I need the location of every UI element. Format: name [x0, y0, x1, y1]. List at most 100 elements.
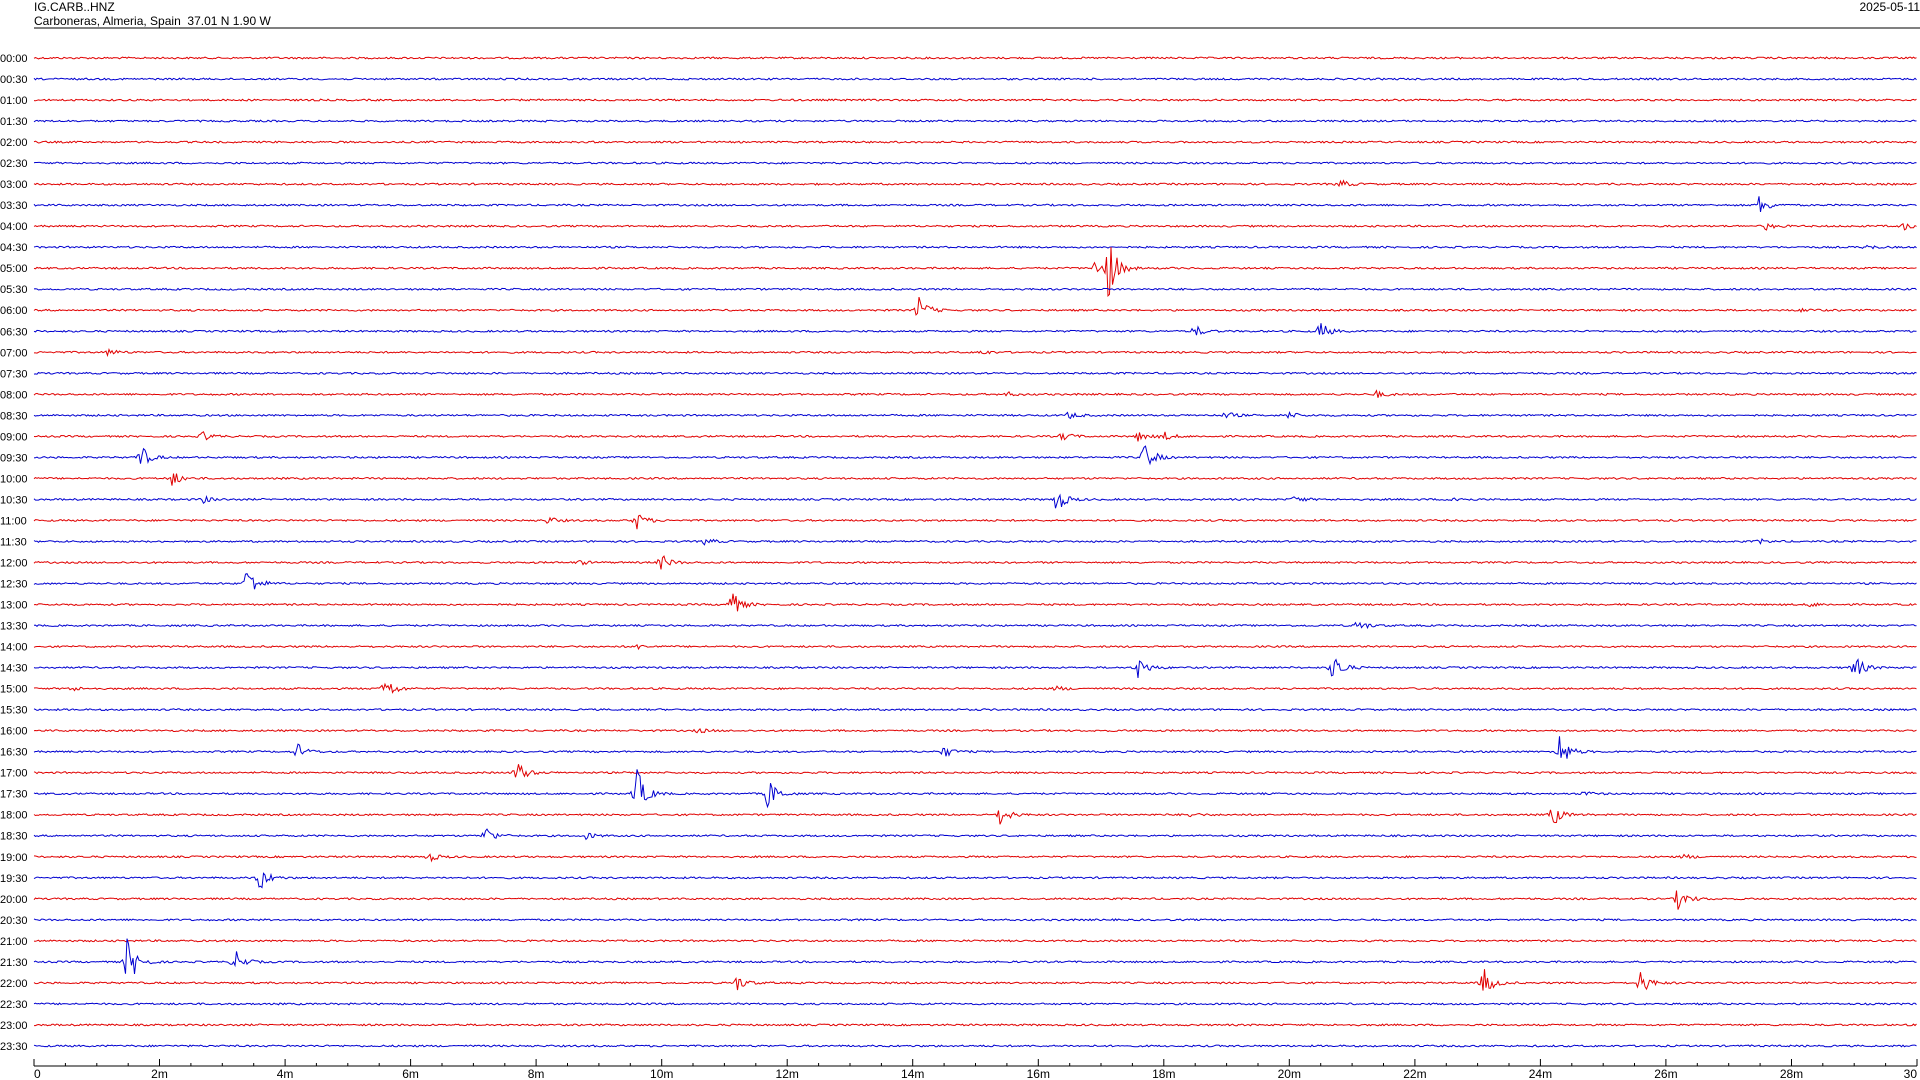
x-tick-label: 22m — [1403, 1067, 1426, 1080]
trace-row: 09:30 — [0, 445, 1917, 466]
x-tick-label: 30 — [1904, 1067, 1918, 1080]
seismic-trace — [33, 769, 1917, 809]
row-time-label: 00:30 — [0, 74, 28, 86]
trace-row: 04:30 — [0, 242, 1917, 254]
row-time-label: 09:30 — [0, 452, 28, 464]
x-axis: 0 2m 4m 6m 8m 10m 12m 14m 16m 18m 20m 22m 24m 26m 28m 3… — [33, 1059, 1918, 1080]
seismic-trace — [33, 323, 1917, 336]
row-time-label: 17:30 — [0, 789, 28, 801]
trace-row: 10:00 — [0, 473, 1917, 486]
trace-row: 23:00 — [0, 1020, 1917, 1032]
trace-row: 20:00 — [0, 890, 1917, 910]
seismic-trace — [33, 1002, 1917, 1006]
row-time-label: 03:30 — [0, 200, 28, 212]
row-time-label: 13:30 — [0, 621, 28, 633]
row-time-label: 16:30 — [0, 747, 28, 759]
seismic-trace — [33, 244, 1917, 250]
row-time-label: 10:30 — [0, 494, 28, 506]
seismic-trace — [33, 196, 1917, 212]
seismic-trace — [33, 493, 1917, 509]
x-tick-label: 24m — [1529, 1067, 1552, 1080]
seismic-trace — [33, 222, 1917, 231]
seismic-trace — [33, 918, 1917, 922]
row-time-label: 05:00 — [0, 263, 28, 275]
seismic-trace — [33, 473, 1917, 486]
row-time-label: 20:30 — [0, 915, 28, 927]
row-time-label: 22:00 — [0, 978, 28, 990]
trace-row: 08:00 — [0, 389, 1917, 401]
x-tick-label: 6m — [402, 1067, 419, 1080]
trace-row: 10:30 — [0, 493, 1917, 509]
seismic-trace — [33, 1044, 1917, 1048]
row-time-label: 19:00 — [0, 852, 28, 864]
trace-row: 03:00 — [0, 179, 1917, 191]
row-time-label: 08:30 — [0, 410, 28, 422]
seismic-trace — [33, 853, 1917, 863]
trace-row: 18:30 — [0, 828, 1917, 843]
seismic-trace — [33, 969, 1917, 991]
trace-row: 17:30 — [0, 769, 1917, 809]
seismic-trace — [33, 247, 1917, 297]
trace-row: 11:30 — [0, 536, 1917, 548]
seismic-trace — [33, 682, 1917, 694]
x-tick-label: 10m — [650, 1067, 673, 1080]
trace-row: 21:00 — [0, 936, 1917, 948]
seismic-trace — [33, 621, 1917, 630]
row-time-label: 02:00 — [0, 137, 28, 149]
row-time-label: 02:30 — [0, 158, 28, 170]
x-tick-label: 16m — [1027, 1067, 1050, 1080]
trace-row: 02:00 — [0, 137, 1917, 149]
trace-row: 01:30 — [0, 116, 1917, 128]
row-time-label: 07:30 — [0, 368, 28, 380]
row-time-label: 20:00 — [0, 894, 28, 906]
seismic-trace — [33, 736, 1917, 759]
trace-row: 03:30 — [0, 196, 1917, 212]
row-time-label: 12:00 — [0, 557, 28, 569]
row-time-label: 11:30 — [0, 536, 27, 548]
row-time-label: 01:00 — [0, 95, 28, 107]
seismic-trace — [33, 890, 1917, 910]
trace-row: 07:00 — [0, 347, 1917, 359]
record-date: 2025-05-11 — [1859, 0, 1920, 14]
trace-row: 23:30 — [0, 1041, 1917, 1053]
trace-row: 12:30 — [0, 572, 1917, 591]
row-time-label: 04:00 — [0, 221, 28, 233]
row-time-label: 13:00 — [0, 600, 28, 612]
seismic-trace — [33, 514, 1917, 530]
seismic-trace — [33, 371, 1917, 375]
trace-row: 16:30 — [0, 736, 1917, 759]
seismic-trace — [33, 119, 1917, 123]
trace-row: 19:30 — [0, 872, 1917, 889]
trace-row: 17:00 — [0, 764, 1917, 780]
seismic-trace — [33, 658, 1917, 679]
seismic-trace — [33, 707, 1917, 712]
row-time-label: 15:00 — [0, 684, 28, 696]
trace-row: 13:00 — [0, 593, 1917, 612]
trace-row: 04:00 — [0, 221, 1917, 233]
seismic-trace — [33, 411, 1917, 420]
x-tick-label: 4m — [277, 1067, 294, 1080]
seismic-trace — [33, 938, 1917, 975]
row-time-label: 16:00 — [0, 726, 28, 738]
row-time-label: 19:30 — [0, 873, 28, 885]
seismic-trace — [33, 537, 1917, 546]
row-time-label: 23:30 — [0, 1041, 28, 1053]
row-time-label: 12:30 — [0, 579, 28, 591]
trace-row: 15:00 — [0, 682, 1917, 696]
row-time-label: 21:30 — [0, 957, 28, 969]
trace-row: 19:00 — [0, 852, 1917, 864]
row-time-label: 11:00 — [0, 515, 27, 527]
seismic-trace — [33, 296, 1917, 316]
row-time-label: 15:30 — [0, 705, 28, 717]
trace-row: 07:30 — [0, 368, 1917, 380]
row-time-label: 14:00 — [0, 642, 28, 654]
row-time-label: 06:30 — [0, 326, 28, 338]
row-time-label: 04:30 — [0, 242, 28, 254]
station-location: Carboneras, Almeria, Spain 37.01 N 1.90 … — [34, 14, 271, 28]
trace-row: 14:30 — [0, 658, 1917, 679]
trace-row: 15:30 — [0, 705, 1917, 717]
trace-row: 14:00 — [0, 642, 1917, 654]
trace-row: 22:00 — [0, 969, 1917, 991]
trace-row: 22:30 — [0, 999, 1917, 1011]
row-time-label: 06:00 — [0, 305, 28, 317]
